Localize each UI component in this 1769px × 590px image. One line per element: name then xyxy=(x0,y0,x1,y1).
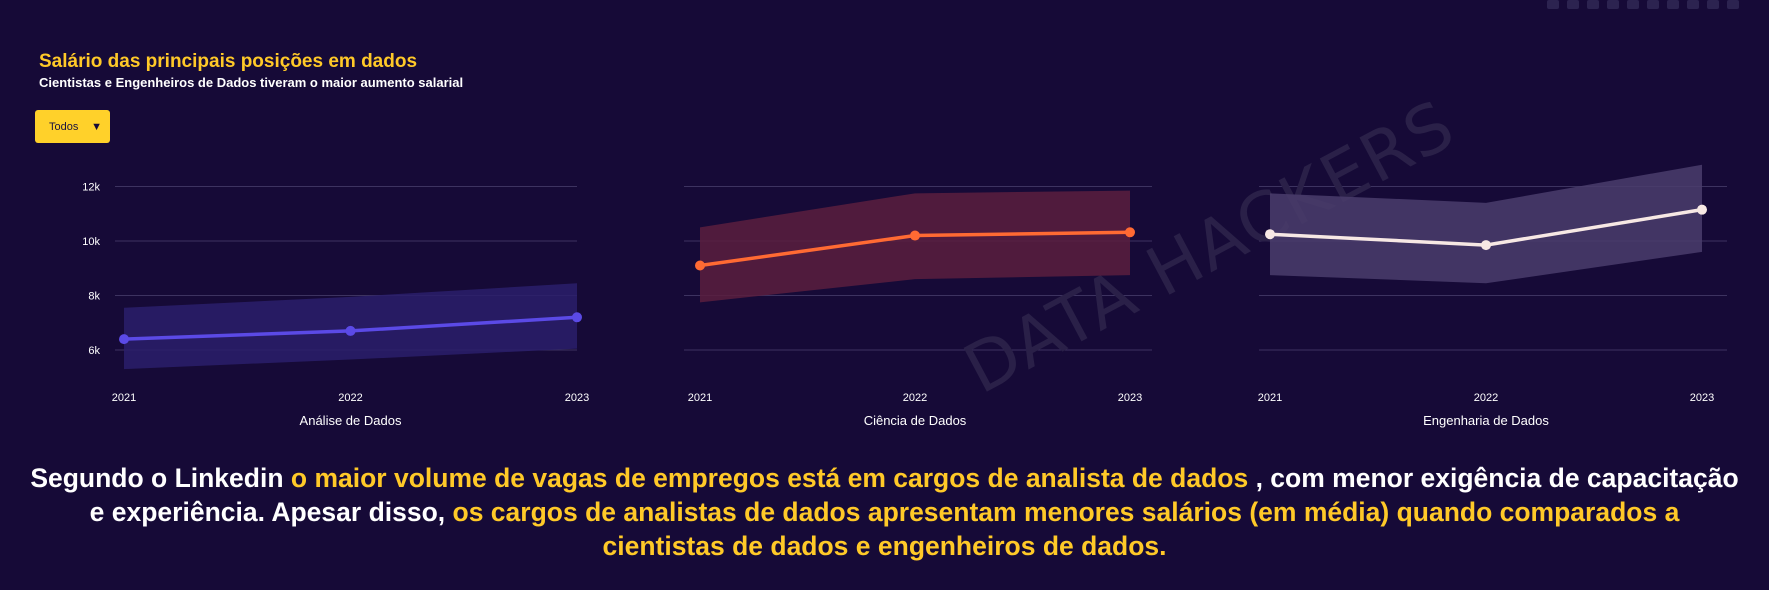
chevron-down-icon: ▼ xyxy=(91,120,102,133)
chart-title: Salário das principais posições em dados xyxy=(39,51,418,72)
y-tick-label: 6k xyxy=(88,345,100,357)
data-point[interactable] xyxy=(910,230,920,241)
zoom-out-icon[interactable] xyxy=(1667,0,1679,9)
x-tick-label: 2022 xyxy=(338,392,362,404)
subplot-x-axis-label: Análise de Dados xyxy=(300,413,402,428)
insight-caption: Segundo o Linkedin o maior volume de vag… xyxy=(30,461,1739,563)
caption-highlight-1: o maior volume de vagas de empregos está… xyxy=(290,463,1249,493)
lasso-icon[interactable] xyxy=(1627,0,1639,9)
x-tick-label: 2022 xyxy=(1474,392,1498,404)
dropdown-selected-value: Todos xyxy=(49,120,79,133)
x-tick-label: 2021 xyxy=(1258,392,1282,404)
pan-icon[interactable] xyxy=(1587,0,1599,9)
zoom-icon[interactable] xyxy=(1567,0,1579,9)
data-point[interactable] xyxy=(1481,240,1491,251)
confidence-band xyxy=(1270,164,1702,284)
subplot-x-axis-label: Ciência de Dados xyxy=(864,413,967,428)
position-filter-dropdown[interactable]: Todos ▼ xyxy=(35,110,110,143)
x-tick-label: 2021 xyxy=(688,392,712,404)
zoom-in-icon[interactable] xyxy=(1647,0,1659,9)
data-point[interactable] xyxy=(1697,204,1707,215)
chart-subtitle: Cientistas e Engenheiros de Dados tivera… xyxy=(39,75,464,90)
x-tick-label: 2023 xyxy=(1118,392,1142,404)
x-tick-label: 2021 xyxy=(112,392,136,404)
data-point[interactable] xyxy=(119,334,129,345)
box-select-icon[interactable] xyxy=(1607,0,1619,9)
autoscale-icon[interactable] xyxy=(1687,0,1699,9)
caption-text-2: , com menor exigência de capacitação e e… xyxy=(89,463,1739,527)
data-point[interactable] xyxy=(695,260,705,271)
data-point[interactable] xyxy=(1125,227,1135,238)
data-point[interactable] xyxy=(1265,229,1275,240)
reset-icon[interactable] xyxy=(1707,0,1719,9)
caption-highlight-2: os cargos de analistas de dados apresent… xyxy=(452,497,1680,561)
subplot-x-axis-label: Engenharia de Dados xyxy=(1423,413,1549,428)
x-tick-label: 2023 xyxy=(1690,392,1714,404)
y-tick-label: 8k xyxy=(88,291,100,303)
caption-text-1: Segundo o Linkedin xyxy=(30,463,291,493)
y-tick-label: 12k xyxy=(82,182,100,194)
x-tick-label: 2023 xyxy=(565,392,589,404)
plotly-logo-icon[interactable] xyxy=(1727,0,1739,9)
x-tick-label: 2022 xyxy=(903,392,927,404)
modebar xyxy=(1547,0,1739,12)
data-point[interactable] xyxy=(345,325,356,336)
y-tick-label: 10k xyxy=(82,236,100,248)
confidence-band xyxy=(700,190,1130,303)
camera-icon[interactable] xyxy=(1547,0,1559,9)
data-point[interactable] xyxy=(572,312,582,323)
